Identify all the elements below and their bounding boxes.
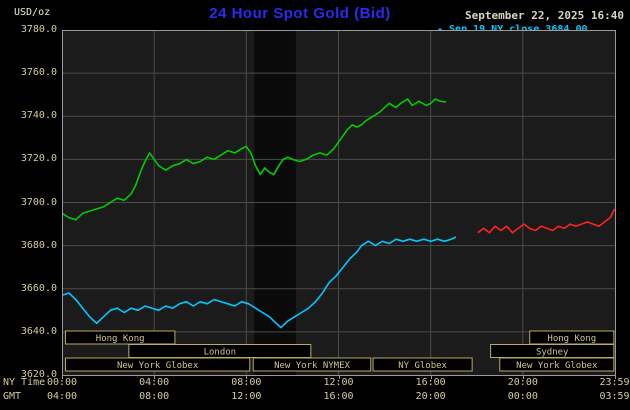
x-tick-label-ny: 20:00 [507,377,538,388]
x-tickmark [338,375,340,379]
y-tick-label: 3700.0 [20,196,57,208]
y-tick-label: 3780.0 [20,24,57,35]
session-label: Hong Kong [547,334,596,344]
y-axis-unit-label: USD/oz [14,7,51,18]
x-tick-label-gmt: 03:59 [599,391,630,402]
session-label: NY Globex [398,361,447,371]
x-tick-label-ny: 00:00 [46,377,78,388]
y-tick-label: 3660.0 [20,282,57,294]
session-label: Sydney [536,348,569,358]
x-tickmark [522,375,524,379]
series-line-0 [62,236,457,329]
x-tick-label-gmt: 20:00 [415,391,446,402]
session-label: New York Globex [117,361,199,371]
session-box [252,357,372,372]
x-tick-label-gmt: 04:00 [46,391,78,402]
session-label: New York Globex [516,361,598,371]
x-tickmark [154,375,156,379]
session-box [64,357,251,372]
x-tick-label-ny: 23:59 [599,377,630,388]
y-tick-label: 3680.0 [20,239,57,251]
plot-svg: Hong Kong Hong Kong London Sydney New York G… [62,30,616,376]
series-line-1 [477,208,616,234]
ny-time-caption: NY Time [3,377,46,388]
x-tick-label-ny: 16:00 [415,377,446,388]
session-box [499,357,615,372]
x-tick-label-gmt: 12:00 [231,391,262,402]
series-line-2 [62,98,447,221]
session-box [64,330,176,345]
x-tick-label-ny: 08:00 [231,377,262,388]
chart-date: September 22, 2025 16:40 [465,9,624,22]
session-label: London [204,348,237,358]
gmt-caption: GMT [3,391,22,402]
x-tick-label-gmt: 00:00 [507,391,538,402]
x-tickmark [246,375,248,379]
y-tick-label: 3620.0 [20,369,57,380]
x-tick-label-gmt: 08:00 [139,391,170,402]
session-label: New York NYMEX [274,361,350,371]
session-label: Hong Kong [96,334,145,344]
x-tick-label-ny: 04:00 [139,377,170,388]
x-tickmark [62,375,63,379]
x-tick-label-gmt: 16:00 [323,391,354,402]
y-tick-label: 3760.0 [20,67,57,79]
y-tick-label: 3720.0 [20,153,57,165]
y-tick-label: 3740.0 [20,110,57,122]
x-tick-label-ny: 12:00 [323,377,354,388]
session-box [372,357,473,372]
x-tickmark [614,375,616,379]
chart-title: 24 Hour Spot Gold (Bid) [209,5,391,22]
x-tickmark [430,375,432,379]
legend-entry: - Sep 19 NY close 3684.00 [437,24,588,35]
y-tick-label: 3640.0 [20,325,57,337]
